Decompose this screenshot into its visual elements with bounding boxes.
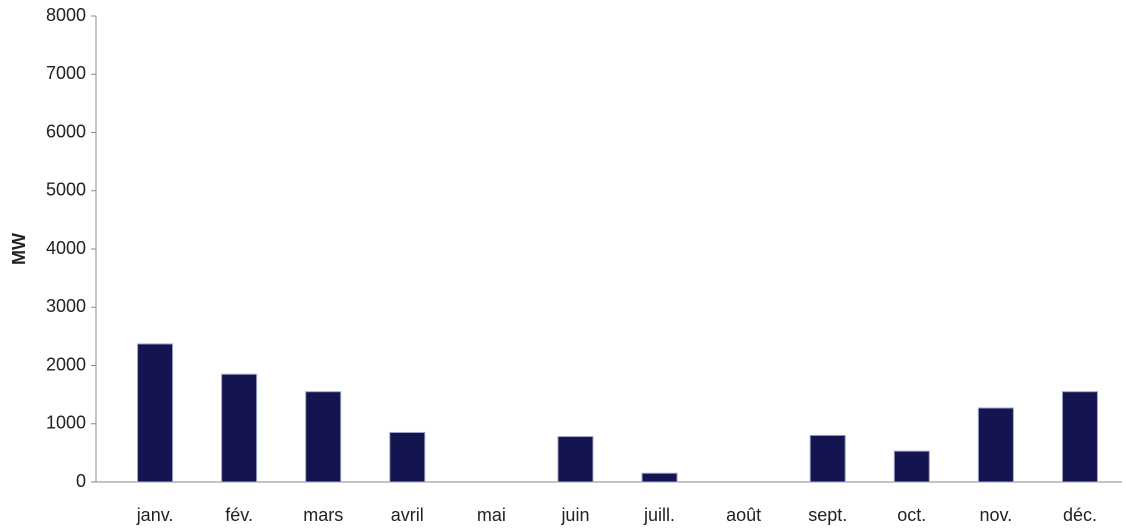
bar [389,431,426,483]
y-tick-label: 8000 [46,5,86,25]
bar [305,391,342,483]
x-tick-label: juill. [643,505,675,525]
y-axis-label: MW [9,233,29,265]
x-tick-label: déc. [1063,505,1097,525]
bar [809,434,846,483]
bar [1061,391,1098,483]
bar [137,343,174,483]
x-tick-label: mai [477,505,506,525]
y-tick-label: 4000 [46,238,86,258]
y-tick-label: 5000 [46,180,86,200]
y-tick-label: 3000 [46,296,86,316]
x-tick-label: nov. [980,505,1013,525]
bar [893,450,930,483]
y-tick-label: 6000 [46,121,86,141]
bar [221,373,258,483]
x-tick-label: janv. [136,505,174,525]
bar [557,436,594,483]
x-tick-label: août [726,505,761,525]
x-tick-label: avril [391,505,424,525]
x-tick-label: juin [560,505,589,525]
bar [977,407,1014,483]
y-tick-label: 2000 [46,354,86,374]
y-tick-label: 7000 [46,63,86,83]
y-tick-label: 1000 [46,413,86,433]
y-tick-label: 0 [76,471,86,491]
bar [641,472,678,483]
x-tick-label: oct. [897,505,926,525]
x-tick-label: mars [303,505,343,525]
x-tick-label: fév. [225,505,253,525]
x-tick-label: sept. [808,505,847,525]
